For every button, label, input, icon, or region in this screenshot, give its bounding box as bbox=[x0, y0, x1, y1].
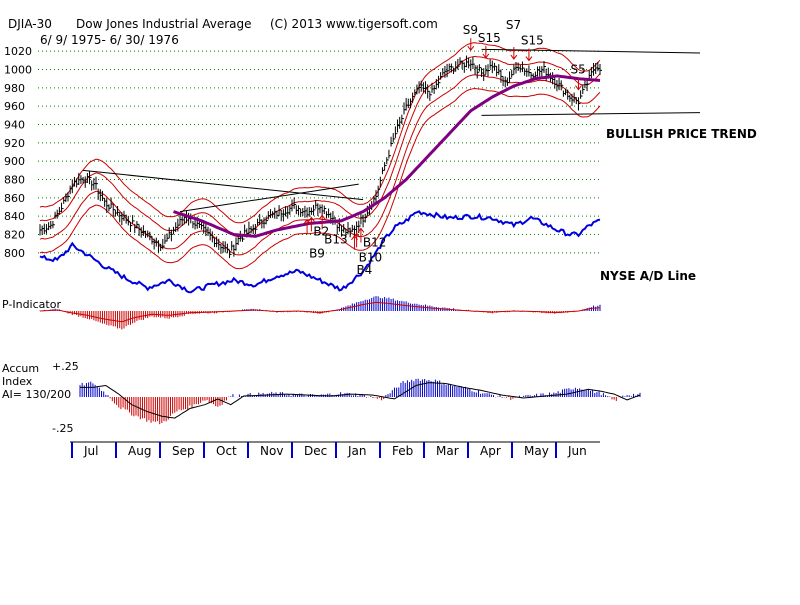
trendline bbox=[179, 183, 359, 213]
accum-ma bbox=[80, 382, 641, 419]
trend-label: BULLISH PRICE TREND bbox=[606, 127, 757, 141]
y-tick-label: 800 bbox=[4, 247, 25, 260]
signal-label: B2 bbox=[313, 224, 329, 238]
y-tick-label: 920 bbox=[4, 137, 25, 150]
month-label: Aug bbox=[128, 444, 151, 458]
month-label: Mar bbox=[436, 444, 459, 458]
accum-index-label: Index bbox=[2, 375, 33, 388]
month-label: Nov bbox=[260, 444, 283, 458]
signal-label: B12 bbox=[363, 235, 387, 249]
signal-label: S9 bbox=[463, 23, 478, 37]
y-tick-label: 880 bbox=[4, 174, 25, 187]
axis-layer: 800 820 840 860 880 900 920 940 960 980 1000 1020 Ju… bbox=[4, 45, 600, 458]
p-indicator-layer bbox=[39, 295, 601, 330]
month-label: Dec bbox=[304, 444, 327, 458]
accum-layer bbox=[79, 378, 641, 425]
month-label: Oct bbox=[216, 444, 237, 458]
month-label: Jul bbox=[83, 444, 98, 458]
signal-arrowhead bbox=[525, 56, 533, 62]
signal-arrowhead bbox=[357, 227, 365, 233]
signal-label: B10 bbox=[359, 250, 383, 264]
signal-label: S15 bbox=[521, 34, 544, 48]
y-tick-label: 860 bbox=[4, 192, 25, 205]
signal-label: S7 bbox=[506, 18, 521, 32]
trendline bbox=[83, 169, 364, 201]
inner-upper-band bbox=[39, 55, 601, 237]
ad-line-layer bbox=[39, 210, 601, 294]
signal-arrowhead bbox=[467, 45, 475, 52]
price-bars-layer bbox=[39, 55, 602, 259]
trendline bbox=[481, 112, 701, 116]
month-label: Jan bbox=[347, 444, 367, 458]
date-range: 6/ 9/ 1975- 6/ 30/ 1976 bbox=[40, 33, 179, 47]
month-label: Jun bbox=[567, 444, 587, 458]
signal-arrowhead bbox=[353, 232, 361, 238]
month-label: Apr bbox=[480, 444, 501, 458]
moving-average bbox=[173, 74, 601, 238]
signal-arrowhead bbox=[307, 216, 315, 222]
signal-arrowhead bbox=[303, 218, 311, 224]
signal-arrowhead bbox=[318, 214, 326, 220]
ai-label: AI= 130/200 bbox=[2, 388, 71, 401]
lower-band bbox=[39, 87, 601, 270]
p-indicator-ma bbox=[39, 301, 601, 323]
ad-line-label: NYSE A/D Line bbox=[600, 269, 696, 283]
ticker-label: DJIA-30 bbox=[8, 17, 52, 31]
signal-arrowhead bbox=[482, 53, 490, 59]
copyright: (C) 2013 www.tigersoft.com bbox=[270, 17, 438, 31]
signal-label: S5 bbox=[570, 63, 585, 77]
ad-line bbox=[39, 210, 601, 294]
p-indicator-label: P-Indicator bbox=[2, 298, 61, 311]
y-tick-label: 900 bbox=[4, 155, 25, 168]
signal-arrowhead bbox=[510, 54, 518, 60]
accum-scale-bottom: -.25 bbox=[52, 422, 73, 435]
signal-label: B4 bbox=[356, 263, 372, 277]
index-name: Dow Jones Industrial Average bbox=[76, 17, 252, 31]
signal-label: B13 bbox=[324, 232, 348, 246]
trendlines-layer bbox=[83, 48, 701, 213]
y-tick-label: 960 bbox=[4, 100, 25, 113]
grid-layer bbox=[38, 50, 600, 254]
trendline bbox=[481, 48, 701, 54]
signal-label: S15 bbox=[478, 31, 501, 45]
moving-average-layer bbox=[173, 74, 601, 238]
month-label: May bbox=[524, 444, 549, 458]
y-tick-label: 1020 bbox=[4, 45, 32, 58]
month-label: Feb bbox=[392, 444, 413, 458]
y-tick-label: 940 bbox=[4, 119, 25, 132]
y-tick-label: 980 bbox=[4, 82, 25, 95]
y-tick-label: 820 bbox=[4, 229, 25, 242]
accum-scale-top: +.25 bbox=[52, 360, 79, 373]
accum-title: Accum bbox=[2, 362, 39, 375]
y-tick-label: 840 bbox=[4, 210, 25, 223]
month-label: Sep bbox=[172, 444, 195, 458]
signal-arrowhead bbox=[575, 85, 582, 91]
signal-label: B9 bbox=[309, 247, 325, 261]
y-tick-label: 1000 bbox=[4, 64, 32, 77]
